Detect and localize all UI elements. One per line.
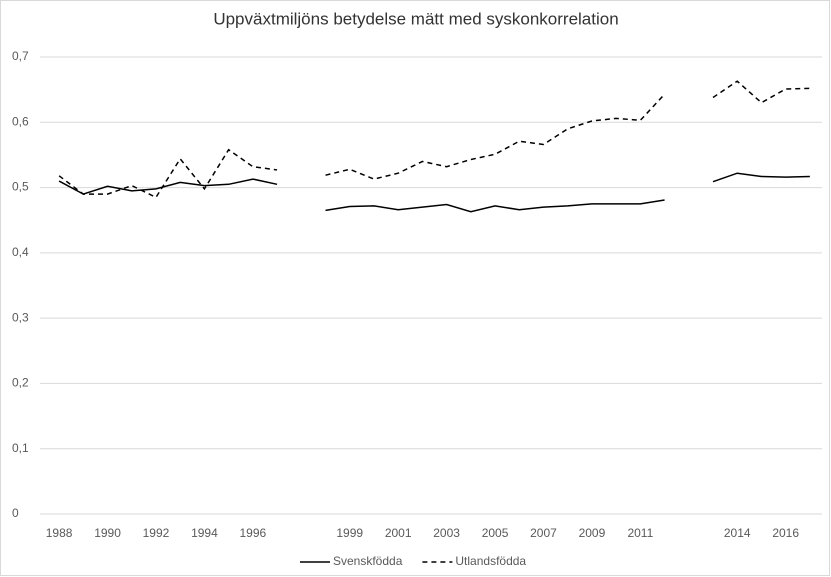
x-tick-label: 1999 [336, 526, 363, 540]
y-tick-label: 0,3 [12, 310, 29, 324]
series-line [58, 172, 810, 213]
y-tick-label: 0,1 [12, 441, 29, 455]
x-tick-label: 1988 [46, 526, 73, 540]
x-tick-label: 2016 [772, 526, 799, 540]
x-tick-label: 2011 [627, 526, 653, 540]
x-tick-label: 1990 [94, 526, 121, 540]
x-tick-label: 2007 [530, 526, 557, 540]
chart-title: Uppväxtmiljöns betydelse mätt med syskon… [213, 9, 618, 28]
x-tick-label: 2009 [579, 526, 606, 540]
x-tick-label: 2001 [385, 526, 412, 540]
y-tick-label: 0 [12, 506, 19, 520]
x-tick-label: 1996 [240, 526, 267, 540]
y-tick-label: 0,7 [12, 49, 29, 63]
x-tick-label: 2003 [433, 526, 460, 540]
x-tick-label: 2014 [724, 526, 751, 540]
y-tick-label: 0,2 [12, 376, 29, 390]
x-tick-label: 2005 [482, 526, 509, 540]
series-line [58, 80, 810, 199]
y-tick-label: 0,4 [12, 245, 29, 259]
legend-label: Utlandsfödda [455, 554, 526, 568]
x-tick-label: 1992 [143, 526, 170, 540]
y-tick-label: 0,5 [12, 180, 29, 194]
y-tick-label: 0,6 [12, 114, 29, 128]
legend-label: Svenskfödda [333, 554, 403, 568]
x-tick-label: 1994 [191, 526, 218, 540]
